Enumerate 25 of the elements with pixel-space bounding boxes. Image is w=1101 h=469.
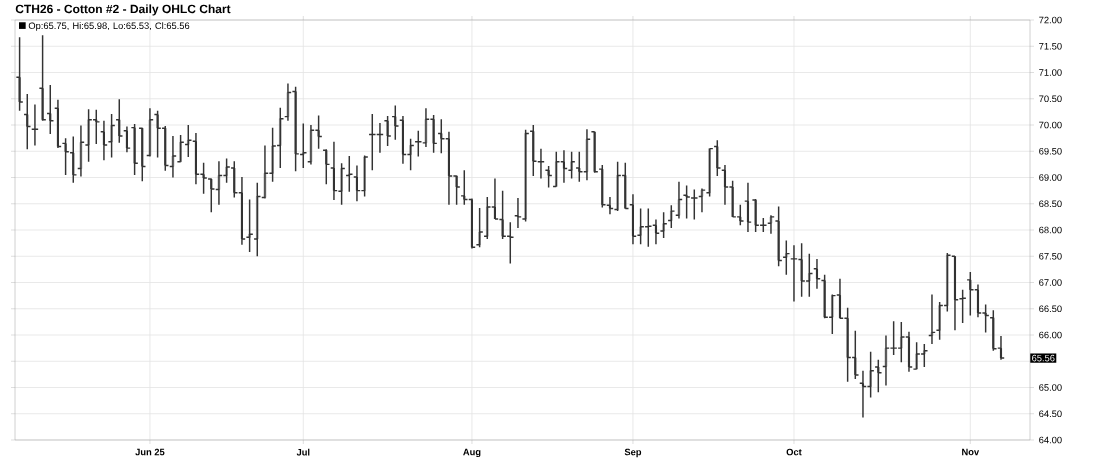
y-tick-label: 64.00	[1039, 436, 1062, 444]
y-tick-label: 68.50	[1039, 200, 1062, 208]
y-tick-label: 67.50	[1039, 252, 1062, 260]
y-tick-label: 70.00	[1039, 121, 1062, 129]
chart-title: CTH26 - Cotton #2 - Daily OHLC Chart	[15, 4, 231, 16]
y-tick-label: 71.00	[1039, 69, 1062, 76]
x-tick-label: Oct	[786, 448, 802, 456]
y-tick-label: 70.50	[1039, 95, 1062, 103]
x-tick-label: Jun 25	[135, 448, 165, 456]
y-tick-label: 66.50	[1039, 305, 1062, 313]
y-tick-label: 72.00	[1039, 16, 1062, 24]
x-tick-label: Aug	[463, 448, 481, 458]
y-tick-label: 67.00	[1039, 279, 1062, 286]
y-tick-label: 69.50	[1039, 147, 1062, 155]
y-tick-label: 71.50	[1039, 42, 1062, 50]
y-tick-label: 69.00	[1039, 174, 1062, 181]
annotation: Op:65.75, Hi:65.98, Lo:65.53, Cl:65.56	[28, 22, 190, 31]
x-tick-label: Sep	[624, 448, 642, 458]
x-tick-label: Jul	[296, 448, 310, 456]
y-tick-label: 66.00	[1039, 331, 1062, 339]
text: 65.56	[1032, 354, 1055, 362]
y-tick-label: 64.50	[1039, 410, 1062, 418]
y-tick-label: 68.00	[1039, 226, 1062, 234]
x-tick-label: Nov	[962, 448, 980, 456]
y-tick-label: 65.00	[1039, 384, 1062, 391]
